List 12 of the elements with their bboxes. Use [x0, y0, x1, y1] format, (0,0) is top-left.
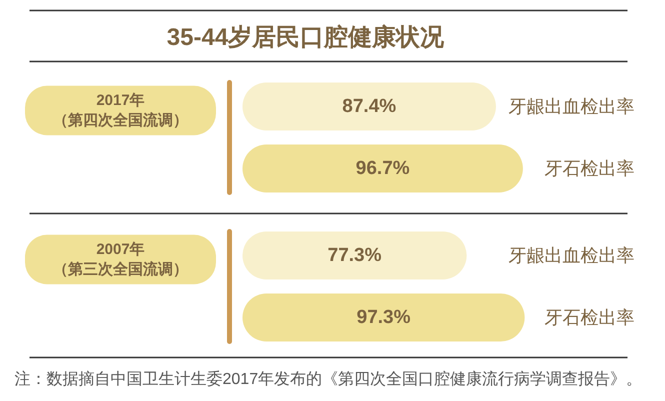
- data-label: 87.4%: [342, 96, 396, 117]
- y-tick-label: 牙龈出血检出率: [508, 246, 634, 266]
- y-tick-label: 牙龈出血检出率: [508, 96, 634, 116]
- data-label: 97.3%: [356, 307, 411, 328]
- text: 2007年（第三次全国流调）: [53, 240, 188, 278]
- chart-title: 35-44岁居民口腔健康状况: [166, 24, 446, 51]
- text: 2017年（第四次全国流调）: [53, 92, 188, 130]
- y-tick-label: 牙石检出率: [544, 308, 634, 328]
- data-label: 77.3%: [328, 245, 382, 266]
- text: 注：数据摘自中国卫生计生委2017年发布的《第四次全国口腔健康流行病学调查报告》。: [14, 370, 642, 388]
- data-label: 96.7%: [356, 158, 410, 179]
- y-tick-label: 牙石检出率: [544, 158, 634, 178]
